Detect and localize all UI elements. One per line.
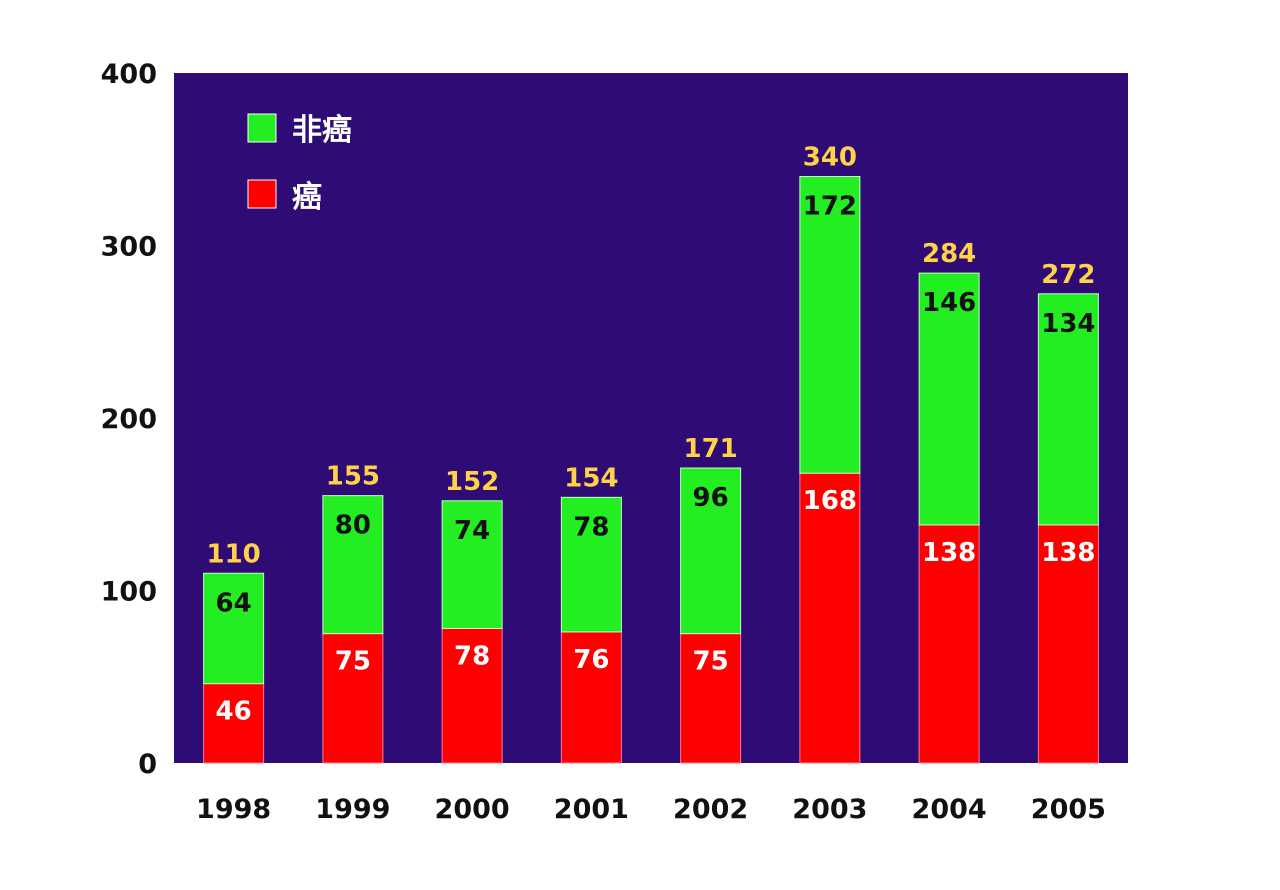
x-tick-label: 1998 — [196, 794, 271, 825]
x-tick-label: 2000 — [435, 794, 510, 825]
bar-cancer — [799, 472, 861, 764]
value-label-noncancer: 80 — [335, 511, 371, 541]
value-label-noncancer: 64 — [216, 588, 252, 618]
value-label-cancer: 46 — [216, 697, 252, 727]
value-label-cancer: 75 — [693, 647, 729, 677]
value-label-cancer: 168 — [803, 486, 857, 516]
value-label-cancer: 75 — [335, 647, 371, 677]
x-tick-label: 2004 — [912, 794, 987, 825]
x-axis: 1998 1999 2000 2001 2002 2003 2004 2005 — [196, 794, 1106, 825]
bar-cancer — [441, 627, 503, 764]
total-label: 340 — [803, 143, 857, 173]
value-label-noncancer: 172 — [803, 192, 857, 222]
y-tick-label: 200 — [101, 404, 157, 435]
value-label-noncancer: 74 — [454, 516, 490, 546]
x-tick-label: 2005 — [1031, 794, 1106, 825]
total-label: 171 — [683, 434, 737, 464]
data-labels: 46 64 110 75 80 155 78 74 152 76 78 154 75 96 171 168 17… — [206, 143, 1095, 727]
bar-noncancer — [203, 572, 265, 685]
plot-area — [174, 73, 1128, 763]
legend-swatch-cancer — [247, 179, 277, 209]
bar-noncancer — [441, 500, 503, 629]
bar-cancer — [680, 633, 742, 764]
bar-noncancer — [560, 496, 622, 633]
bar-noncancer — [799, 176, 861, 474]
x-tick-label: 2003 — [792, 794, 867, 825]
total-label: 154 — [564, 463, 618, 493]
bar-noncancer — [918, 272, 980, 526]
y-tick-label: 100 — [101, 577, 157, 608]
value-label-noncancer: 96 — [693, 483, 729, 513]
value-label-noncancer: 146 — [922, 288, 976, 318]
value-label-noncancer: 78 — [573, 512, 609, 542]
legend: 非癌 癌 — [247, 113, 352, 215]
bar-noncancer — [680, 467, 742, 635]
x-tick-label: 2001 — [554, 794, 629, 825]
y-axis: 0 100 200 300 400 — [101, 59, 157, 780]
value-label-noncancer: 134 — [1041, 309, 1095, 339]
value-label-cancer: 78 — [454, 641, 490, 671]
y-tick-label: 400 — [101, 59, 157, 90]
y-tick-label: 300 — [101, 232, 157, 263]
total-label: 110 — [206, 539, 260, 569]
value-label-cancer: 138 — [922, 538, 976, 568]
bar-cancer — [1037, 524, 1099, 764]
total-label: 152 — [445, 467, 499, 497]
bar-series — [203, 176, 1099, 764]
bar-cancer — [560, 631, 622, 764]
total-label: 155 — [326, 462, 380, 492]
bar-cancer — [918, 524, 980, 764]
legend-swatch-noncancer — [247, 113, 277, 143]
bar-noncancer — [1037, 293, 1099, 526]
total-label: 272 — [1041, 260, 1095, 290]
bar-noncancer — [322, 495, 384, 635]
bar-cancer — [203, 683, 265, 764]
value-label-cancer: 76 — [573, 645, 609, 675]
value-label-cancer: 138 — [1041, 538, 1095, 568]
legend-label-cancer: 癌 — [292, 180, 322, 215]
y-tick-label: 0 — [138, 749, 157, 780]
legend-label-noncancer: 非癌 — [292, 113, 352, 148]
x-tick-label: 1999 — [315, 794, 390, 825]
x-tick-label: 2002 — [673, 794, 748, 825]
total-label: 284 — [922, 239, 976, 269]
